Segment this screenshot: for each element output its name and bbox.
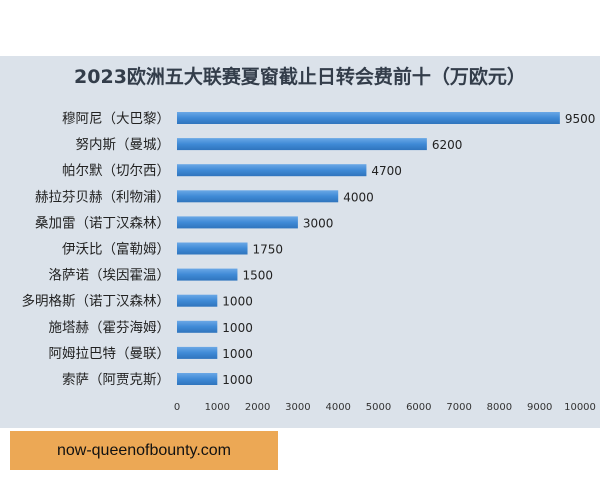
category-label: 多明格斯（诺丁汉森林） [22, 293, 171, 310]
bar [177, 164, 367, 177]
category-label: 穆阿尼（大巴黎） [62, 111, 170, 127]
category-label: 努内斯（曼城） [76, 137, 171, 153]
category-label: 帕尔默（切尔西） [62, 163, 170, 179]
data-label: 1000 [222, 295, 253, 309]
bar [177, 268, 238, 281]
x-tick-label: 7000 [446, 402, 471, 413]
bar [177, 138, 427, 151]
category-label: 索萨（阿贾克斯） [62, 372, 170, 388]
data-label: 1750 [253, 243, 284, 257]
x-tick-label: 6000 [406, 402, 431, 413]
x-tick-label: 9000 [527, 402, 552, 413]
x-tick-label: 0 [174, 402, 180, 413]
data-label: 6200 [432, 138, 463, 152]
data-label: 3000 [303, 216, 334, 230]
bar [177, 294, 218, 307]
data-label: 1000 [222, 321, 253, 335]
category-label: 阿姆拉巴特（曼联） [49, 346, 171, 362]
watermark: now-queenofbounty.com [10, 431, 278, 470]
x-tick-label: 2000 [245, 402, 270, 413]
data-label: 4700 [371, 164, 402, 178]
data-label: 1500 [242, 269, 273, 283]
data-label: 1000 [222, 347, 253, 361]
category-label: 伊沃比（富勒姆） [62, 241, 170, 258]
category-label: 桑加雷（诺丁汉森林） [35, 215, 170, 231]
x-tick-label: 8000 [487, 402, 512, 413]
x-tick-label: 1000 [205, 402, 230, 413]
category-label: 赫拉芬贝赫（利物浦） [35, 189, 170, 205]
x-tick-label: 4000 [325, 402, 350, 413]
x-tick-label: 5000 [366, 402, 391, 413]
x-tick-label: 10000 [564, 402, 596, 413]
category-label: 施塔赫（霍芬海姆） [49, 320, 171, 336]
bar [177, 112, 560, 124]
category-label: 洛萨诺（埃因霍温） [49, 268, 171, 284]
bar [177, 216, 298, 229]
chart-title: 2023欧洲五大联赛夏窗截止日转会费前十（万欧元） [74, 66, 526, 88]
data-label: 1000 [222, 373, 253, 387]
bar [177, 373, 218, 385]
bar [177, 190, 339, 203]
bar [177, 320, 218, 333]
bar [177, 346, 218, 359]
bar [177, 242, 248, 255]
data-label: 9500 [565, 112, 596, 126]
data-label: 4000 [343, 190, 374, 204]
x-tick-label: 3000 [285, 402, 310, 413]
